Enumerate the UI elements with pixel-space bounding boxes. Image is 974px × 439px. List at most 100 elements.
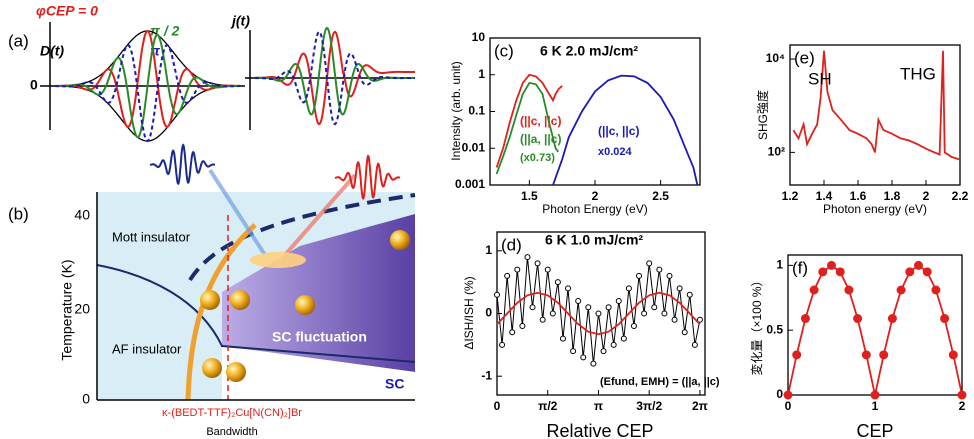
data-point [827, 260, 836, 270]
annotation: x0.024 [598, 146, 633, 158]
y-tick-label: 1 [478, 67, 485, 81]
plot-frame [789, 44, 961, 186]
tick-label: 20 [74, 301, 90, 317]
data-point [681, 329, 688, 336]
data-point [625, 285, 632, 292]
x-tick-label: 1 [872, 399, 879, 413]
data-point [905, 267, 915, 277]
data-point [509, 329, 516, 336]
series-line [792, 50, 961, 161]
series-line [787, 264, 963, 396]
data-point [879, 350, 889, 360]
waveform [55, 29, 240, 128]
data-point [870, 390, 880, 400]
sc-region [222, 346, 415, 400]
data-point [590, 360, 597, 367]
y-axis-label: ΔISH/ISH (%) [462, 276, 476, 349]
y-axis-label: SHG強度 [755, 90, 770, 140]
data-point [529, 304, 536, 311]
data-point [519, 323, 526, 330]
x-tick-label: 1.4 [816, 189, 833, 203]
panel-b: (b) Temperature (K) 40 20 0 Mott insulat… [8, 143, 416, 438]
data-point [559, 335, 566, 342]
electron [226, 362, 246, 382]
region-label: Mott insulator [112, 229, 191, 244]
data-point [686, 291, 693, 298]
spot [250, 252, 306, 268]
electron [200, 290, 220, 310]
data-point [605, 304, 612, 311]
data-point [539, 316, 546, 323]
data-point [570, 348, 577, 355]
panel-label: (b) [8, 204, 29, 223]
annotation: SH [808, 69, 832, 88]
chart-title: 6 K 1.0 mJ/cm² [545, 232, 643, 248]
y-tick-label: 10² [768, 145, 785, 159]
panel-label: (e) [794, 48, 815, 67]
x-tick-label: π/2 [538, 399, 558, 413]
x-tick-label: 2π [692, 399, 708, 413]
data-point [792, 350, 802, 360]
data-point [499, 341, 506, 348]
mott-boundary [188, 193, 416, 282]
data-point [494, 291, 500, 298]
data-point [651, 304, 658, 311]
data-point [835, 267, 845, 277]
panel-label: (f) [792, 258, 808, 277]
data-point [783, 390, 793, 400]
annotation: (Efund, EMH) = (||a, ||c) [600, 376, 720, 388]
x-tick-label: 1.6 [850, 189, 867, 203]
y-tick-label: 1 [776, 258, 783, 272]
x-tick-label: 0 [494, 399, 501, 413]
data-point [861, 350, 871, 360]
data-point [887, 314, 897, 324]
data-point [691, 341, 698, 348]
axis-label: Bandwidth [206, 426, 257, 438]
x-tick-label: 3π/2 [636, 399, 662, 413]
x-tick-label: 2.5 [652, 189, 669, 203]
data-point [585, 304, 592, 311]
data-point [575, 297, 582, 304]
region-label: SC fluctuation [272, 329, 367, 345]
data-point [580, 354, 587, 361]
data-point [809, 285, 819, 295]
tick-label: 40 [74, 207, 90, 223]
data-point [544, 266, 551, 273]
y-tick-label: 0.1 [468, 104, 485, 118]
data-point [565, 285, 572, 292]
annotation: (x0.73) [520, 152, 555, 164]
fluctuation-region [222, 214, 415, 372]
data-point [922, 267, 932, 277]
series-line [552, 74, 699, 186]
data-point [554, 279, 561, 286]
data-point [957, 390, 967, 400]
data-point [931, 285, 941, 295]
series-label: (||a, ||c) [520, 132, 561, 146]
x-tick-label: 0 [785, 399, 792, 413]
axis-label: Temperature (K) [59, 259, 75, 360]
data-point [696, 316, 703, 323]
electron [295, 295, 315, 315]
data-point [853, 314, 863, 324]
data-point [800, 314, 810, 324]
region-label: AF insulator [112, 341, 182, 356]
data-point [661, 310, 668, 317]
data-point [948, 350, 958, 360]
pulse [334, 154, 401, 200]
data-point [595, 310, 602, 317]
data-point [676, 285, 683, 292]
material-label: κ-(BEDT-TTF)₂Cu[N(CN)₂]Br [162, 407, 302, 419]
series-line [495, 81, 560, 175]
x-axis-label: CEP [856, 421, 893, 439]
data-point [620, 335, 627, 342]
series-line [495, 73, 563, 168]
waveform [55, 44, 240, 143]
chart-title: 6 K 2.0 mJ/cm² [540, 43, 638, 59]
series-label: (||c, ||c) [520, 114, 561, 128]
data-point [534, 260, 541, 267]
phase-label: π [150, 43, 161, 59]
tick-label: 0 [82, 391, 90, 407]
af-boundary [96, 264, 416, 363]
